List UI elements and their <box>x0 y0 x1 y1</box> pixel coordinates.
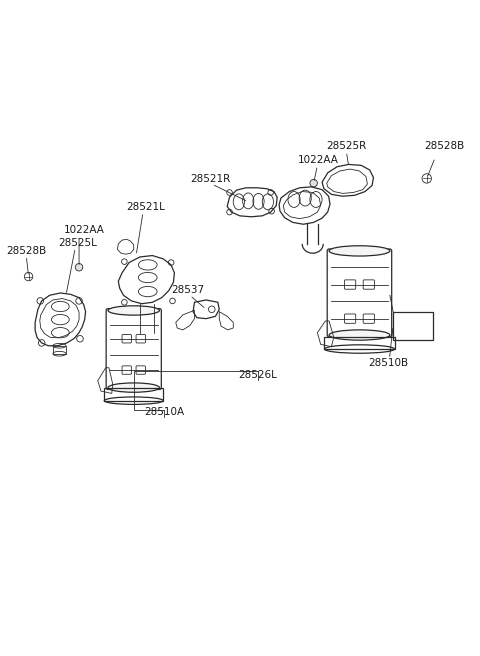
Circle shape <box>422 174 432 183</box>
Circle shape <box>24 272 33 281</box>
Text: 28510B: 28510B <box>368 358 408 368</box>
Circle shape <box>310 179 317 187</box>
Text: 28525R: 28525R <box>326 141 367 152</box>
Ellipse shape <box>329 330 390 340</box>
Text: 28528B: 28528B <box>424 141 465 152</box>
Text: 28525L: 28525L <box>58 237 97 247</box>
Text: 28528B: 28528B <box>6 245 47 256</box>
Ellipse shape <box>108 306 159 315</box>
Bar <box>393 312 433 340</box>
Text: 1022AA: 1022AA <box>64 226 105 236</box>
Text: 28521L: 28521L <box>126 202 165 212</box>
Ellipse shape <box>108 383 159 392</box>
Text: 28537: 28537 <box>171 285 204 295</box>
Text: 1022AA: 1022AA <box>298 155 339 165</box>
Text: 28521R: 28521R <box>191 174 231 184</box>
Text: 28510A: 28510A <box>144 407 184 417</box>
Circle shape <box>208 306 215 312</box>
Text: 28526L: 28526L <box>238 371 277 380</box>
Circle shape <box>75 264 83 271</box>
Ellipse shape <box>329 246 390 256</box>
